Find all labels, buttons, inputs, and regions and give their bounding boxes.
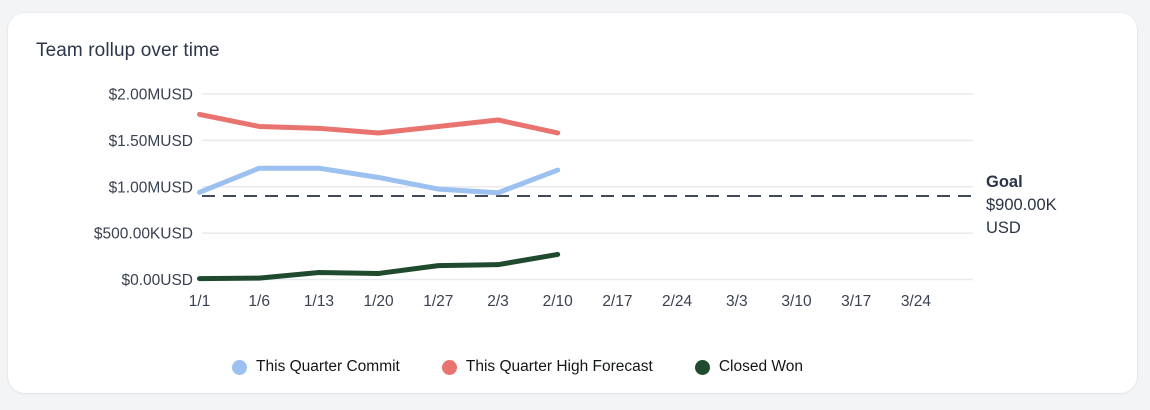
legend-swatch-icon xyxy=(441,359,457,375)
y-axis-label: $0.00USD xyxy=(121,272,193,289)
x-axis-label: 3/17 xyxy=(841,293,871,310)
legend-label: This Quarter Commit xyxy=(256,358,400,375)
x-axis-label: 3/24 xyxy=(901,293,932,310)
legend-label: Closed Won xyxy=(718,358,803,375)
y-axis-label: $1.00MUSD xyxy=(109,179,193,196)
x-axis-label: 1/6 xyxy=(248,293,270,310)
legend-swatch-icon xyxy=(694,359,710,375)
x-axis-label: 2/17 xyxy=(602,293,632,310)
goal-value: $900.00K xyxy=(986,196,1057,214)
goal-currency: USD xyxy=(986,219,1021,237)
chart-title: Team rollup over time xyxy=(36,40,220,61)
legend-swatch-icon xyxy=(232,359,248,375)
goal-label: Goal $900.00K USD xyxy=(986,171,1057,240)
x-axis-label: 2/10 xyxy=(543,293,574,310)
chart-card: Team rollup over time $2.00MUSD $1.50MUSD… xyxy=(8,13,1137,393)
x-axis-label: 1/13 xyxy=(304,293,334,310)
series-line-closed_won xyxy=(197,251,561,282)
x-axis-label: 1/1 xyxy=(189,293,211,310)
series-line-commit xyxy=(197,165,561,196)
x-axis-label: 2/3 xyxy=(487,293,509,310)
y-axis-label: $500.00KUSD xyxy=(94,226,193,243)
chart-svg: $2.00MUSD $1.50MUSD $1.00MUSD $500.00KUSD $0… xyxy=(94,87,973,310)
x-axis-label: 3/10 xyxy=(781,293,812,310)
x-axis-label: 3/3 xyxy=(726,293,748,310)
series-line-high_forecast xyxy=(197,111,561,136)
x-axis-label: 1/20 xyxy=(364,293,395,310)
y-axis-label: $2.00MUSD xyxy=(109,87,193,104)
legend-item-commit[interactable]: This Quarter Commit xyxy=(232,358,400,376)
legend-label: This Quarter High Forecast xyxy=(465,358,653,375)
legend-item-high_forecast[interactable]: This Quarter High Forecast xyxy=(441,358,653,376)
legend: This Quarter Commit This Quarter High For… xyxy=(8,358,1137,376)
y-axis-label: $1.50MUSD xyxy=(109,133,193,150)
legend-item-closed_won[interactable]: Closed Won xyxy=(694,358,803,376)
goal-title: Goal xyxy=(986,173,1023,191)
x-axis-label: 2/24 xyxy=(662,293,693,310)
x-axis-label: 1/27 xyxy=(423,293,453,310)
